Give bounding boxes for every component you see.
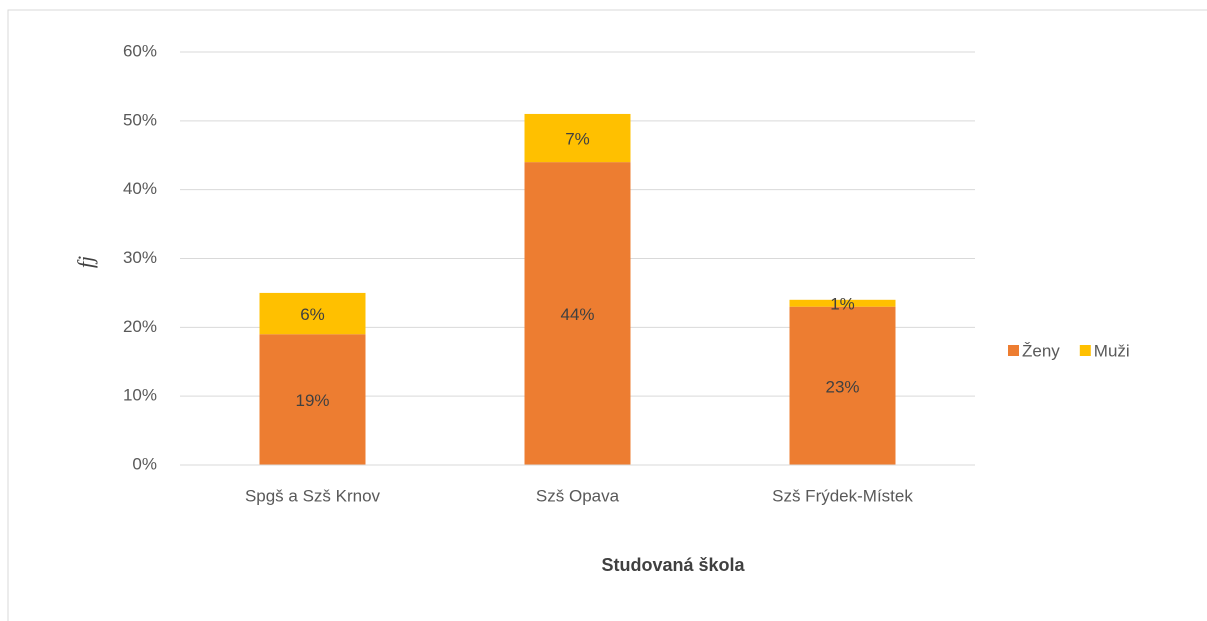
bar-segment xyxy=(524,162,631,465)
bar-segment xyxy=(789,306,896,465)
legend-swatch xyxy=(1008,345,1019,356)
x-tick-label: Szš Opava xyxy=(536,486,620,505)
y-tick-label: 50% xyxy=(123,110,157,129)
data-label: 7% xyxy=(565,130,590,149)
y-tick-label: 40% xyxy=(123,179,157,198)
y-tick-label: 10% xyxy=(123,386,157,405)
legend-label: Ženy xyxy=(1022,341,1060,360)
data-label: 6% xyxy=(300,305,325,324)
y-tick-label: 0% xyxy=(132,454,157,473)
x-tick-label: Spgš a Szš Krnov xyxy=(245,486,381,505)
bar-segment xyxy=(259,292,366,335)
y-tick-label: 30% xyxy=(123,248,157,267)
data-label: 19% xyxy=(295,391,329,410)
y-tick-label: 60% xyxy=(123,41,157,60)
x-axis-title: Studovaná škola xyxy=(601,555,745,575)
y-axis-title: fj xyxy=(73,256,98,268)
legend-label: Muži xyxy=(1094,341,1130,360)
legend-swatch xyxy=(1079,345,1091,356)
bar-segment xyxy=(789,299,896,307)
data-label: 23% xyxy=(825,377,859,396)
data-label: 44% xyxy=(560,305,594,324)
bar-segment xyxy=(259,334,366,465)
x-tick-label: Szš Frýdek-Místek xyxy=(772,486,913,505)
bar-segment xyxy=(524,113,631,163)
data-label: 1% xyxy=(830,295,855,314)
y-tick-label: 20% xyxy=(123,317,157,336)
